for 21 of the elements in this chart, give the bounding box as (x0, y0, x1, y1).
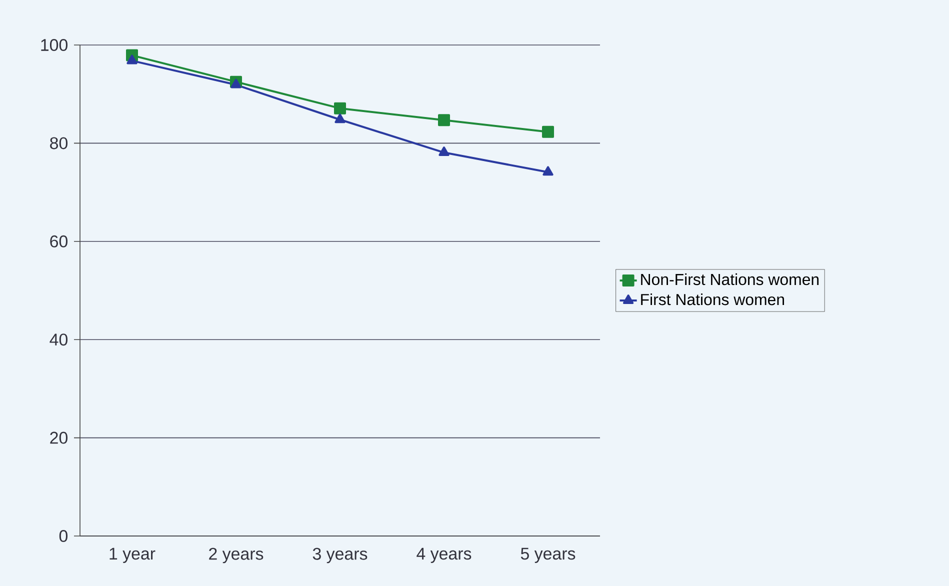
y-tick-label: 100 (41, 38, 68, 51)
point (542, 166, 554, 176)
x-tick-label: 1 year (110, 548, 156, 564)
point (542, 126, 554, 138)
y-tick-label: 80 (50, 137, 68, 150)
x-tick-label: 3 years (312, 548, 368, 564)
y-tick-label: 0 (59, 530, 68, 542)
point (334, 102, 346, 114)
point (438, 114, 450, 126)
y-tick-label: 20 (50, 432, 68, 444)
point (126, 54, 138, 64)
y-tick-label: 40 (50, 334, 68, 346)
point (438, 146, 450, 156)
point (334, 114, 346, 124)
x-tick-label: 5 years (520, 548, 576, 564)
x-tick-label: 4 years (416, 548, 472, 564)
legend-label: Non-First Nations women (641, 273, 819, 286)
point (230, 78, 242, 88)
y-tick-label: 60 (50, 235, 68, 248)
legend-label: First Nations women (641, 293, 784, 306)
x-tick-label: 2 years (209, 548, 264, 564)
